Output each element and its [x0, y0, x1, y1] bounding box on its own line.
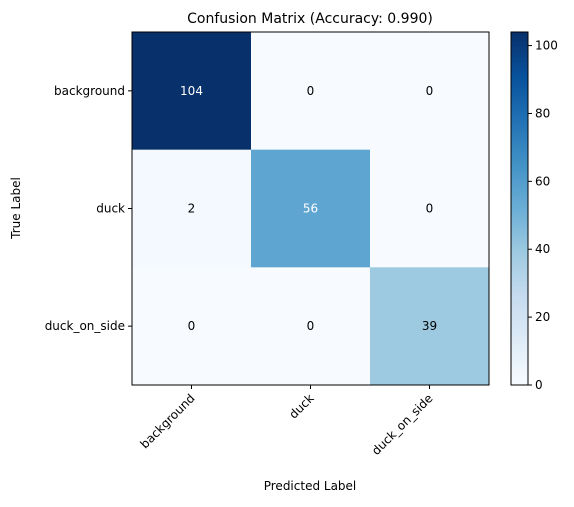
heatmap-cell [251, 32, 371, 151]
y-tick-label: duck_on_side [45, 319, 125, 333]
colorbar-ticks: 0 20 40 60 80 100 [528, 39, 558, 392]
heatmap-cell [132, 267, 252, 386]
cell-value-label: 39 [422, 319, 437, 333]
cell-value-label: 2 [188, 202, 196, 216]
x-axis-ticks: background duck duck_on_side [138, 385, 436, 458]
y-axis-label: True Label [9, 177, 23, 240]
cell-value-label: 0 [426, 84, 434, 98]
chart-title: Confusion Matrix (Accuracy: 0.990) [187, 11, 433, 27]
colorbar-tick-label: 0 [535, 378, 543, 392]
x-tick-label: duck [286, 391, 316, 421]
heatmap-cell [132, 32, 252, 151]
colorbar-tick-label: 80 [535, 106, 550, 120]
heatmap-cell [132, 149, 252, 268]
heatmap-cell-labels: 104 0 0 2 56 0 0 0 39 [180, 84, 437, 333]
y-tick-label: duck [96, 202, 125, 216]
cell-value-label: 0 [188, 319, 196, 333]
heatmap-cell [370, 149, 490, 268]
colorbar-tick-label: 100 [535, 39, 558, 53]
colorbar-tick-label: 20 [535, 310, 550, 324]
heatmap-cells [132, 32, 490, 386]
cell-value-label: 104 [180, 84, 203, 98]
y-axis-ticks: background duck duck_on_side [45, 84, 132, 333]
colorbar-tick-label: 40 [535, 242, 550, 256]
cell-value-label: 0 [426, 202, 434, 216]
cell-value-label: 0 [307, 84, 315, 98]
y-tick-label: background [54, 84, 125, 98]
colorbar-tick-label: 60 [535, 174, 550, 188]
x-axis-label: Predicted Label [264, 479, 357, 493]
colorbar [510, 31, 529, 386]
cell-value-label: 0 [307, 319, 315, 333]
heatmap-cell [251, 267, 371, 386]
heatmap-cell [251, 149, 371, 268]
cell-value-label: 56 [303, 202, 318, 216]
heatmap-cell [370, 267, 490, 386]
heatmap-cell [370, 32, 490, 151]
x-tick-label: duck_on_side [369, 391, 436, 458]
x-tick-label: background [138, 391, 198, 451]
